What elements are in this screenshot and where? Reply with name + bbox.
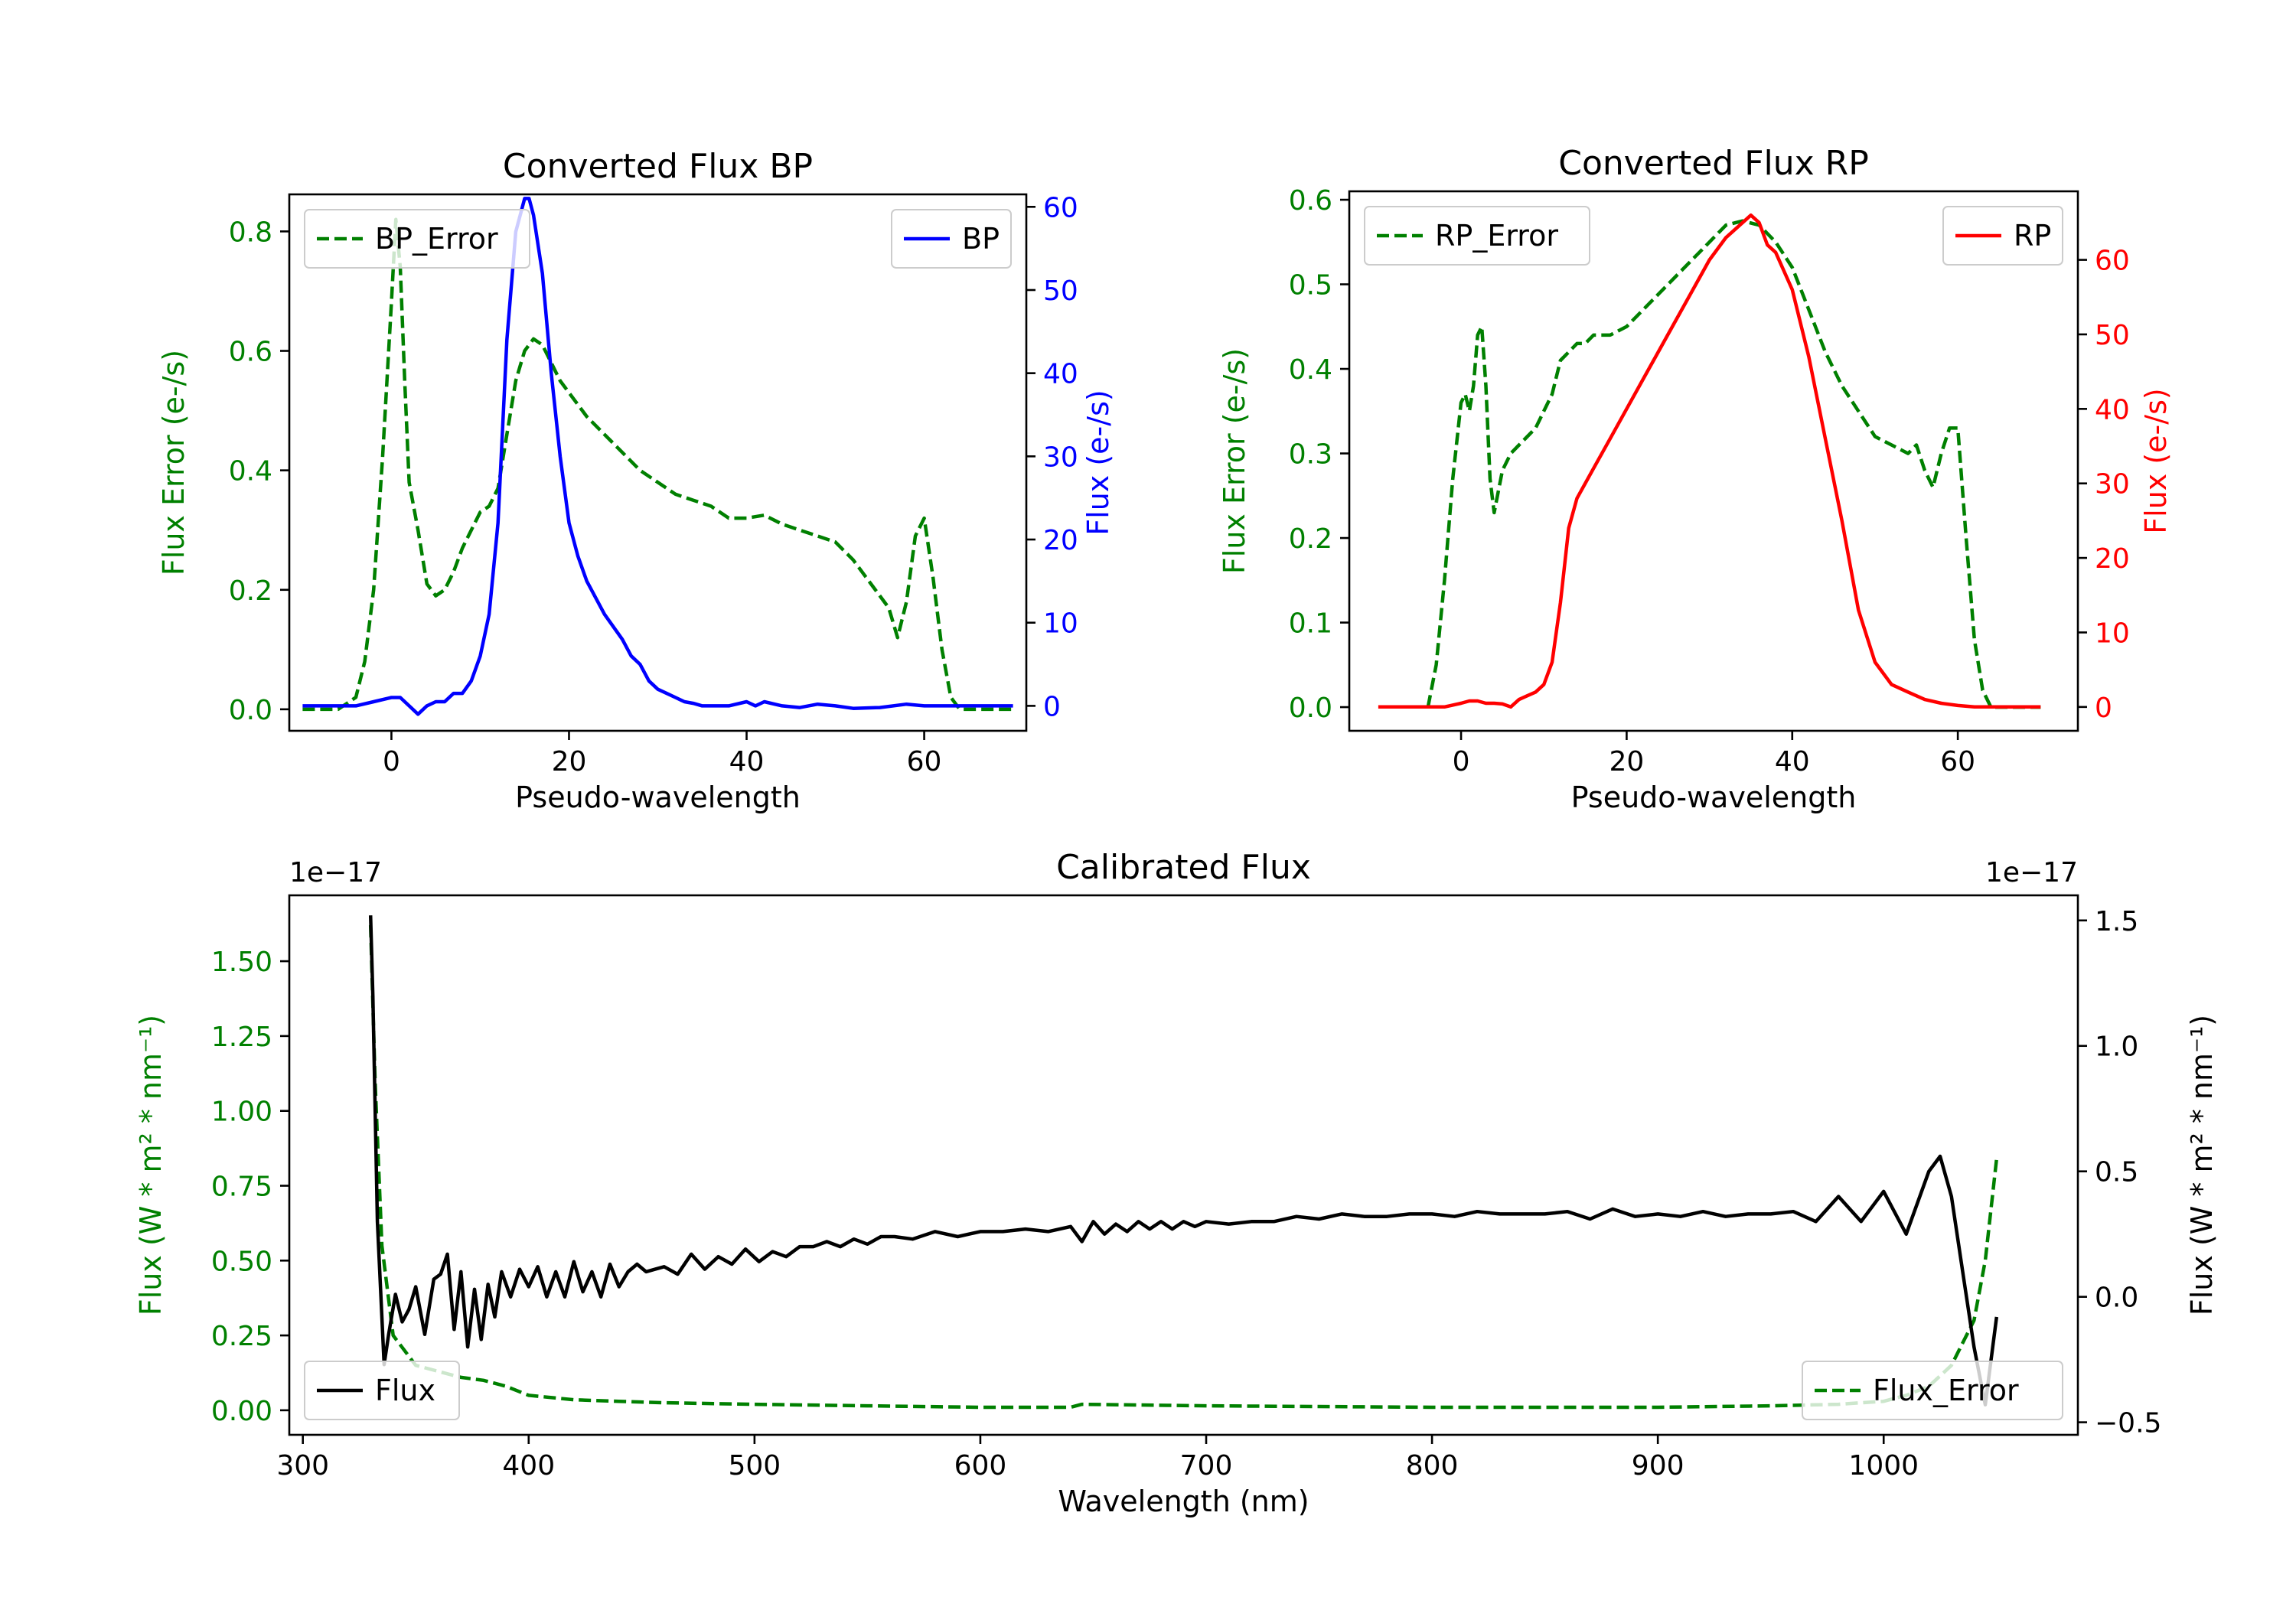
y-right-tick-label: 40 xyxy=(2095,394,2130,425)
y-right-tick-label: 0 xyxy=(2095,693,2112,724)
x-tick-label: 0 xyxy=(383,746,400,777)
y-left-tick-label: 1.00 xyxy=(211,1097,272,1128)
y-right-tick-label: 50 xyxy=(1043,275,1078,307)
legend-box-left xyxy=(304,1361,460,1420)
y-left-tick-label: 1.25 xyxy=(211,1022,272,1053)
y-left-tick-label: 0.1 xyxy=(1289,608,1332,640)
y-right-tick-label: 1.5 xyxy=(2095,906,2138,937)
y-right-tick-label: 20 xyxy=(2095,543,2130,575)
y-left-offset-label: 1e−17 xyxy=(289,857,382,888)
x-tick-label: 900 xyxy=(1632,1450,1684,1482)
y-left-tick-label: 1.50 xyxy=(211,947,272,978)
x-axis-label: Pseudo-wavelength xyxy=(1571,781,1857,814)
y-left-tick-label: 0.5 xyxy=(1289,270,1332,302)
y-right-tick-label: 0.5 xyxy=(2095,1157,2138,1188)
x-tick-label: 20 xyxy=(1609,746,1645,777)
y-right-tick-label: 0 xyxy=(1043,691,1061,722)
y-left-tick-label: 0.2 xyxy=(1289,523,1332,555)
series-line-bp-error xyxy=(302,217,1013,712)
x-tick-label: 0 xyxy=(1453,746,1470,777)
x-tick-label: 60 xyxy=(907,746,942,777)
y-left-tick-label: 0.50 xyxy=(211,1246,272,1277)
chart-title: Converted Flux RP xyxy=(1558,144,1869,183)
y-left-tick-label: 0.25 xyxy=(211,1321,272,1352)
y-right-tick-label: 60 xyxy=(1043,192,1078,223)
x-tick-label: 300 xyxy=(276,1450,329,1482)
y-left-tick-label: 0.3 xyxy=(1289,439,1332,471)
y-right-tick-label: 30 xyxy=(2095,469,2130,500)
y-left-tick-label: 0.4 xyxy=(1289,354,1332,386)
y-left-tick-label: 0.00 xyxy=(211,1396,272,1427)
y-left-axis-label: Flux Error (e-/s) xyxy=(157,350,191,575)
legend-label-left: RP_Error xyxy=(1435,219,1558,253)
panel-calibrated-flux: 300 400 500 600 700 800 900 1000 0.00 0.25 0.50 0.7… xyxy=(134,848,2219,1518)
y-left-tick-label: 0.8 xyxy=(229,217,272,248)
y-right-axis-label: Flux (e-/s) xyxy=(1081,390,1115,535)
y-right-tick-label: 10 xyxy=(1043,608,1078,640)
x-tick-label: 700 xyxy=(1180,1450,1233,1482)
x-tick-label: 1000 xyxy=(1848,1450,1919,1482)
x-tick-label: 400 xyxy=(502,1450,555,1482)
x-tick-label: 500 xyxy=(728,1450,781,1482)
legend-label-right: BP xyxy=(962,222,1000,256)
y-right-axis-label: Flux (e-/s) xyxy=(2139,388,2173,533)
legend-label-left: BP_Error xyxy=(375,222,498,256)
legend-box-left xyxy=(304,209,530,269)
y-left-axis-label: Flux (W * m² * nm⁻¹) xyxy=(134,1015,168,1315)
x-tick-label: 600 xyxy=(954,1450,1007,1482)
y-right-axis-label: Flux (W * m² * nm⁻¹) xyxy=(2185,1015,2219,1315)
x-tick-label: 800 xyxy=(1406,1450,1459,1482)
y-right-tick-label: −0.5 xyxy=(2095,1408,2161,1439)
y-left-tick-label: 0.6 xyxy=(1289,185,1332,217)
series-line-bp xyxy=(302,197,1013,716)
y-right-tick-label: 10 xyxy=(2095,618,2130,649)
y-left-axis-label: Flux Error (e-/s) xyxy=(1218,348,1251,574)
y-left-tick-label: 0.75 xyxy=(211,1171,272,1202)
panel-converted-flux-bp: 0 20 40 60 0.0 0.2 0.4 0.6 0.8 0 10 20 30 40 50 60 Conve… xyxy=(157,147,1115,814)
y-left-tick-label: 0.2 xyxy=(229,575,272,607)
y-right-tick-label: 30 xyxy=(1043,442,1078,473)
y-right-tick-label: 40 xyxy=(1043,359,1078,390)
y-right-tick-label: 0.0 xyxy=(2095,1283,2138,1314)
y-right-tick-label: 50 xyxy=(2095,320,2130,351)
series-line-rp xyxy=(1378,213,2041,709)
legend-box-right xyxy=(1942,206,2063,266)
x-tick-label: 60 xyxy=(1940,746,1975,777)
y-right-offset-label: 1e−17 xyxy=(1985,857,2078,888)
x-tick-label: 40 xyxy=(1775,746,1810,777)
y-left-tick-label: 0.4 xyxy=(229,456,272,487)
legend-box-left xyxy=(1364,206,1590,266)
plot-frame xyxy=(1348,190,2079,732)
y-left-tick-label: 0.6 xyxy=(229,337,272,368)
legend-label-right: RP xyxy=(2014,219,2051,253)
y-right-tick-label: 60 xyxy=(2095,246,2130,277)
y-right-tick-label: 1.0 xyxy=(2095,1032,2138,1063)
y-left-tick-label: 0.0 xyxy=(229,695,272,726)
legend-box-right xyxy=(1802,1361,2063,1420)
legend-box-right xyxy=(891,209,1012,269)
x-tick-label: 20 xyxy=(552,746,587,777)
plot-frame xyxy=(288,193,1028,732)
x-axis-label: Pseudo-wavelength xyxy=(515,781,801,814)
x-axis-label: Wavelength (nm) xyxy=(1058,1485,1309,1518)
legend-label-left: Flux xyxy=(375,1374,435,1407)
chart-title: Calibrated Flux xyxy=(1056,848,1311,887)
y-left-tick-label: 0.0 xyxy=(1289,693,1332,724)
plot-frame xyxy=(288,894,2079,1436)
series-line-flux xyxy=(368,915,1999,1407)
panel-converted-flux-rp: 0 20 40 60 0.0 0.1 0.2 0.3 0.4 0.5 0.6 0 10 20 30 40 50 6… xyxy=(1218,144,2173,814)
series-line-rp-error xyxy=(1426,219,2041,709)
y-right-tick-label: 20 xyxy=(1043,525,1078,556)
x-tick-label: 40 xyxy=(729,746,765,777)
legend-label-right: Flux_Error xyxy=(1873,1374,2019,1407)
chart-title: Converted Flux BP xyxy=(503,147,813,186)
